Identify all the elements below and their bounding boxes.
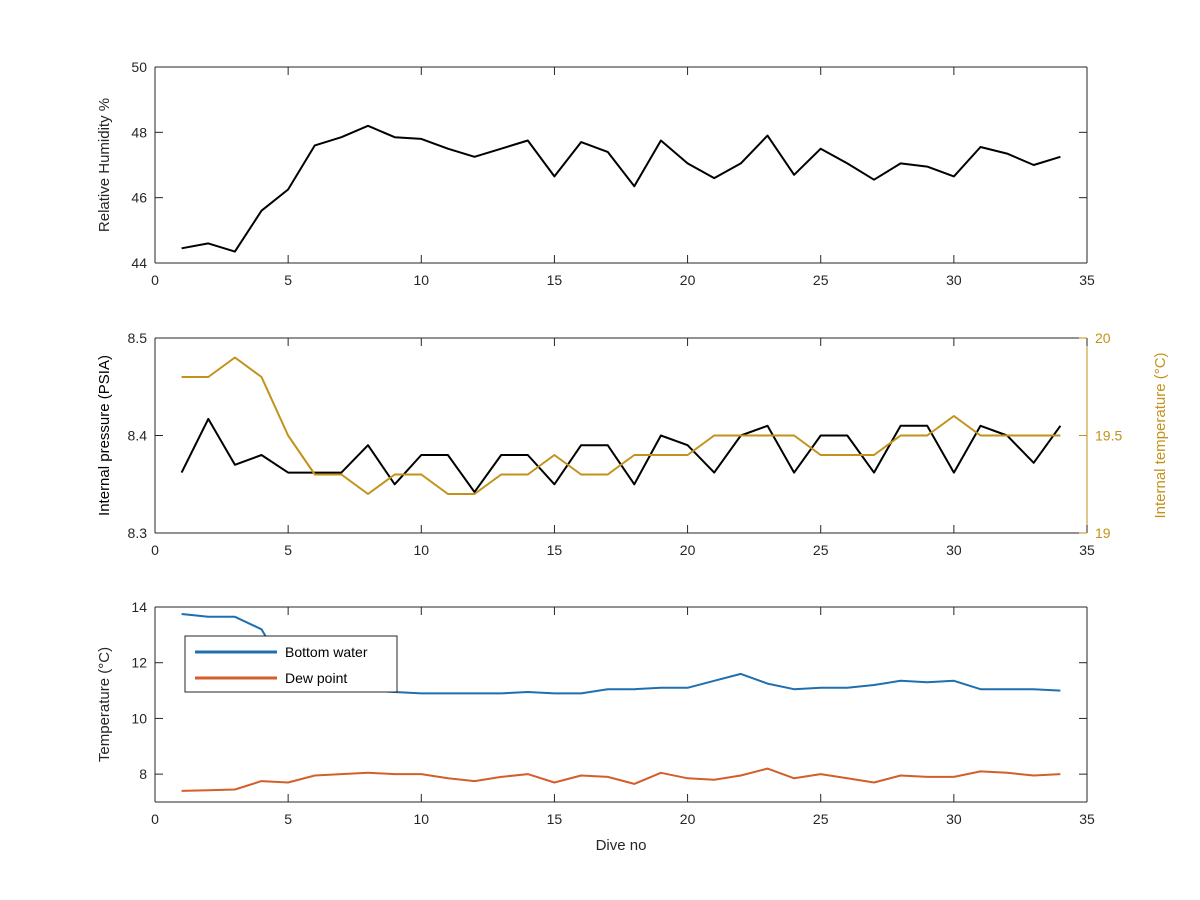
x-tick-label: 0 (151, 272, 159, 288)
y-tick-label: 8.4 (128, 428, 148, 444)
chart-panel-2: 0 5 10 15 20 25 30 35 8.3 8.4 8.5 19 19.5 20 Internal … (96, 330, 1169, 558)
x-tick-label: 35 (1079, 811, 1095, 827)
y-tick-label: 8 (139, 766, 147, 782)
x-tick-label: 20 (680, 272, 696, 288)
x-tick-label: 35 (1079, 272, 1095, 288)
y-right-tick-label: 19.5 (1095, 428, 1122, 444)
y-axis-label: Relative Humidity % (96, 98, 113, 232)
series-line-dew-point (181, 767, 1061, 792)
series-line-1 (180, 417, 1062, 494)
y-right-tick-label: 20 (1095, 330, 1111, 346)
legend-box (184, 635, 398, 693)
y-tick-label: 50 (131, 59, 147, 75)
x-tick-label: 0 (151, 542, 159, 558)
x-tick-label: 5 (284, 542, 292, 558)
y-tick-label: 14 (131, 599, 147, 615)
y-tick-label: 10 (131, 710, 147, 726)
legend-label: Bottom water (285, 644, 368, 660)
x-tick-label: 15 (547, 272, 563, 288)
y-tick-label: 8.5 (128, 330, 148, 346)
y-axis-label-right: Internal temperature (°C) (1152, 352, 1169, 518)
x-tick-label: 25 (813, 811, 829, 827)
x-tick-label: 30 (946, 811, 962, 827)
y-right-tick-label: 19 (1095, 525, 1111, 541)
x-tick-label: 10 (413, 272, 429, 288)
y-axis-label: Temperature (°C) (96, 647, 113, 762)
x-tick-label: 15 (547, 811, 563, 827)
x-tick-label: 20 (680, 811, 696, 827)
series-line-2 (181, 356, 1061, 495)
y-tick-label: 12 (131, 655, 147, 671)
y-tick-label: 8.3 (128, 525, 148, 541)
chart-panel-3: 0 5 10 15 20 25 30 35 8 10 12 14 Temperature (°C) Div… (96, 599, 1095, 854)
legend-label: Dew point (285, 670, 347, 686)
x-axis-label: Dive no (596, 837, 647, 854)
x-tick-label: 15 (547, 542, 563, 558)
x-tick-label: 10 (413, 542, 429, 558)
y-tick-label: 44 (131, 255, 147, 271)
y-tick-label: 46 (131, 190, 147, 206)
x-tick-label: 30 (946, 542, 962, 558)
chart-panel-1: 0 5 10 15 20 25 30 35 44 46 48 50 Relative Humidity … (96, 59, 1095, 288)
x-tick-label: 5 (284, 272, 292, 288)
y-axis-label: Internal pressure (PSIA) (96, 355, 113, 516)
x-tick-label: 35 (1079, 542, 1095, 558)
y-tick-label: 48 (131, 124, 147, 140)
legend: Bottom water Dew point (184, 635, 398, 693)
x-tick-label: 20 (680, 542, 696, 558)
x-tick-label: 10 (413, 811, 429, 827)
x-tick-label: 25 (813, 272, 829, 288)
series-line-1 (181, 124, 1061, 253)
x-tick-label: 0 (151, 811, 159, 827)
x-tick-label: 5 (284, 811, 292, 827)
x-tick-label: 25 (813, 542, 829, 558)
x-tick-label: 30 (946, 272, 962, 288)
